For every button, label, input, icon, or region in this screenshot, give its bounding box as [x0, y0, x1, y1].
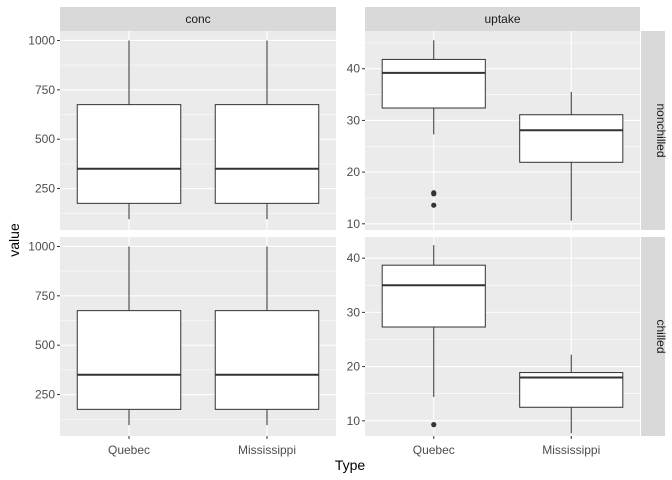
box-iqr [76, 310, 182, 410]
box-iqr [214, 104, 320, 204]
strip-label-conc: conc [185, 12, 210, 26]
box-iqr [381, 58, 486, 109]
box-iqr [76, 104, 182, 204]
y-tick-label: 500 [35, 132, 55, 146]
strip-nonchilled [641, 31, 665, 230]
strips-layer: conc uptake nonchilled chilled [60, 7, 668, 436]
panel-conc-nonchilled: 250 500 750 1000 [28, 31, 336, 230]
box-quebec [381, 40, 486, 208]
y-tick-label: 40 [347, 62, 361, 76]
box-quebec [76, 246, 182, 426]
box-quebec [381, 245, 486, 428]
box-mississippi [519, 354, 624, 434]
x-tick-label-quebec: Quebec [108, 443, 150, 457]
box-quebec [76, 40, 182, 220]
box-iqr [519, 114, 624, 163]
outlier-point [431, 191, 437, 197]
strip-conc [60, 7, 336, 31]
y-axis-title: value [6, 223, 22, 257]
strip-label-nonchilled: nonchilled [654, 103, 668, 157]
x-tick-label-mississippi: Mississippi [238, 443, 296, 457]
x-tick-label-quebec: Quebec [413, 443, 455, 457]
strip-label-chilled: chilled [654, 319, 668, 353]
panel-uptake-chilled: 10 20 30 40 Quebec Mississippi [347, 237, 640, 457]
x-axis-title: Type [335, 457, 366, 473]
x-tick-label-mississippi: Mississippi [542, 443, 600, 457]
panel-uptake-nonchilled: 10 20 30 40 [347, 31, 640, 231]
outlier-point [431, 422, 437, 428]
y-tick-label: 750 [35, 289, 55, 303]
box-mississippi [519, 91, 624, 221]
y-tick-label: 1000 [28, 33, 55, 47]
panels-layer: 250 500 750 1000 10 20 30 40 250 500 750 1000 Quebec… [28, 31, 640, 457]
box-iqr [381, 264, 486, 328]
y-tick-label: 20 [347, 360, 361, 374]
box-iqr [214, 310, 320, 410]
y-tick-label: 1000 [28, 239, 55, 253]
y-tick-label: 250 [35, 182, 55, 196]
strip-uptake [365, 7, 640, 31]
box-mississippi [214, 246, 320, 426]
y-tick-label: 10 [347, 217, 361, 231]
y-tick-label: 10 [347, 414, 361, 428]
strip-label-uptake: uptake [484, 12, 520, 26]
y-tick-label: 250 [35, 388, 55, 402]
y-tick-label: 750 [35, 83, 55, 97]
y-tick-label: 30 [347, 305, 361, 319]
box-mississippi [214, 40, 320, 220]
outlier-point [431, 202, 437, 208]
y-tick-label: 20 [347, 165, 361, 179]
panel-conc-chilled: 250 500 750 1000 Quebec Mississippi [28, 237, 336, 457]
strip-chilled [641, 237, 665, 436]
y-tick-label: 40 [347, 251, 361, 265]
y-tick-label: 30 [347, 113, 361, 127]
y-tick-label: 500 [35, 338, 55, 352]
